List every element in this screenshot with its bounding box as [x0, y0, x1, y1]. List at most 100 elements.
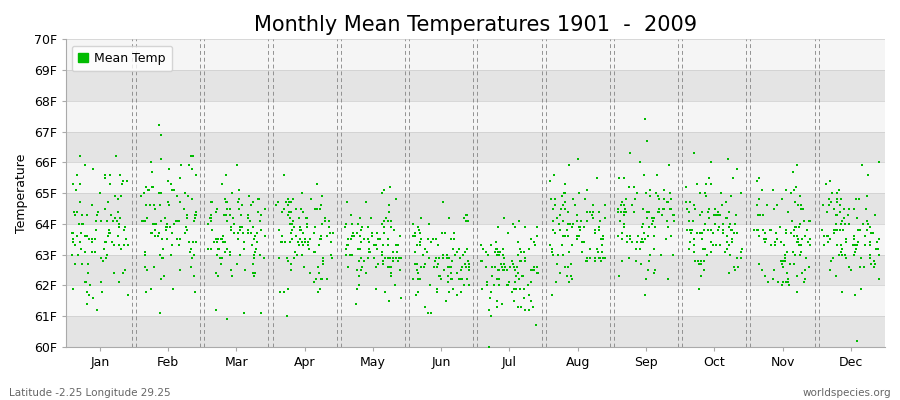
- Point: [695, 208, 709, 215]
- Point: [245, 242, 259, 249]
- Point: [487, 282, 501, 289]
- Point: [384, 273, 399, 280]
- Point: [640, 214, 654, 221]
- Point: [842, 212, 856, 218]
- Point: [69, 172, 84, 178]
- Point: [117, 227, 131, 233]
- Point: [860, 221, 875, 227]
- Point: [240, 212, 255, 218]
- Point: [71, 252, 86, 258]
- Point: [144, 159, 158, 166]
- Point: [823, 196, 837, 202]
- Point: [829, 273, 843, 280]
- Point: [145, 230, 159, 236]
- Point: [308, 205, 322, 212]
- Point: [722, 224, 736, 230]
- Point: [382, 264, 397, 270]
- Point: [237, 239, 251, 246]
- Point: [553, 212, 567, 218]
- Point: [713, 212, 727, 218]
- Point: [790, 288, 805, 295]
- Point: [315, 276, 329, 282]
- Point: [496, 267, 510, 273]
- Point: [620, 233, 634, 240]
- Point: [506, 221, 520, 227]
- Point: [384, 264, 399, 270]
- Point: [251, 196, 266, 202]
- Point: [752, 174, 766, 181]
- Point: [361, 254, 375, 261]
- Point: [210, 270, 224, 276]
- Point: [622, 184, 636, 190]
- Point: [394, 294, 409, 301]
- Point: [311, 242, 326, 249]
- Point: [104, 212, 118, 218]
- Point: [429, 236, 444, 242]
- Point: [369, 242, 383, 249]
- Point: [350, 267, 365, 273]
- Point: [442, 254, 456, 261]
- Point: [773, 239, 788, 246]
- Bar: [66, 316, 885, 347]
- Point: [816, 233, 831, 240]
- Point: [156, 254, 170, 261]
- Point: [580, 254, 594, 261]
- Point: [187, 212, 202, 218]
- Point: [444, 236, 458, 242]
- Point: [750, 178, 764, 184]
- Point: [463, 267, 477, 273]
- Point: [517, 294, 531, 301]
- Point: [518, 254, 533, 261]
- Point: [382, 202, 396, 209]
- Point: [640, 138, 654, 144]
- Point: [113, 245, 128, 252]
- Point: [698, 245, 713, 252]
- Point: [752, 233, 766, 240]
- Point: [406, 276, 420, 282]
- Point: [248, 245, 263, 252]
- Point: [526, 264, 541, 270]
- Point: [173, 236, 187, 242]
- Point: [797, 276, 812, 282]
- Point: [529, 322, 544, 329]
- Point: [214, 236, 229, 242]
- Point: [728, 212, 742, 218]
- Point: [644, 214, 659, 221]
- Point: [701, 214, 716, 221]
- Point: [232, 205, 247, 212]
- Point: [803, 236, 817, 242]
- Point: [140, 267, 154, 273]
- Point: [655, 212, 670, 218]
- Point: [850, 242, 865, 249]
- Point: [552, 221, 566, 227]
- Point: [517, 273, 531, 280]
- Point: [388, 282, 402, 289]
- Point: [770, 202, 784, 209]
- Point: [389, 254, 403, 261]
- Point: [715, 190, 729, 196]
- Point: [524, 298, 538, 304]
- Point: [616, 174, 631, 181]
- Point: [828, 227, 842, 233]
- Point: [563, 273, 578, 280]
- Point: [97, 245, 112, 252]
- Point: [373, 236, 387, 242]
- Bar: [66, 224, 885, 255]
- Point: [850, 239, 865, 246]
- Point: [708, 212, 723, 218]
- Point: [751, 227, 765, 233]
- Point: [562, 279, 576, 286]
- Point: [555, 202, 570, 209]
- Point: [343, 252, 357, 258]
- Point: [838, 252, 852, 258]
- Point: [634, 261, 649, 267]
- Point: [459, 264, 473, 270]
- Point: [187, 218, 202, 224]
- Point: [566, 196, 580, 202]
- Point: [274, 233, 289, 240]
- Point: [169, 193, 184, 200]
- Point: [488, 248, 502, 255]
- Point: [612, 174, 626, 181]
- Point: [246, 224, 260, 230]
- Point: [354, 267, 368, 273]
